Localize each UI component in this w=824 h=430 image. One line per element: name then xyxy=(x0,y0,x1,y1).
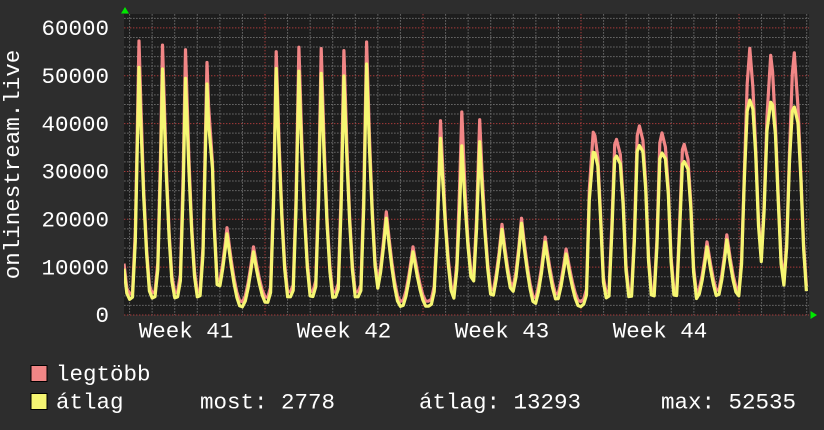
svg-text:most: 2778: most: 2778 xyxy=(200,390,335,416)
svg-text:átlag: 13293: átlag: 13293 xyxy=(419,390,581,416)
svg-text:20000: 20000 xyxy=(41,208,109,234)
svg-text:50000: 50000 xyxy=(41,64,109,90)
svg-text:30000: 30000 xyxy=(41,160,109,186)
svg-text:Week 42: Week 42 xyxy=(297,319,392,345)
svg-text:átlag: átlag xyxy=(56,390,124,416)
svg-text:Week 41: Week 41 xyxy=(139,319,234,345)
svg-text:onlinestream.live: onlinestream.live xyxy=(0,50,26,280)
svg-text:Week 44: Week 44 xyxy=(613,319,708,345)
svg-text:40000: 40000 xyxy=(41,112,109,138)
svg-text:0: 0 xyxy=(95,303,109,329)
svg-text:legtöbb: legtöbb xyxy=(56,362,151,388)
svg-text:max: 52535: max: 52535 xyxy=(661,390,796,416)
svg-text:60000: 60000 xyxy=(41,16,109,42)
svg-text:10000: 10000 xyxy=(41,255,109,281)
svg-text:Week 43: Week 43 xyxy=(455,319,550,345)
